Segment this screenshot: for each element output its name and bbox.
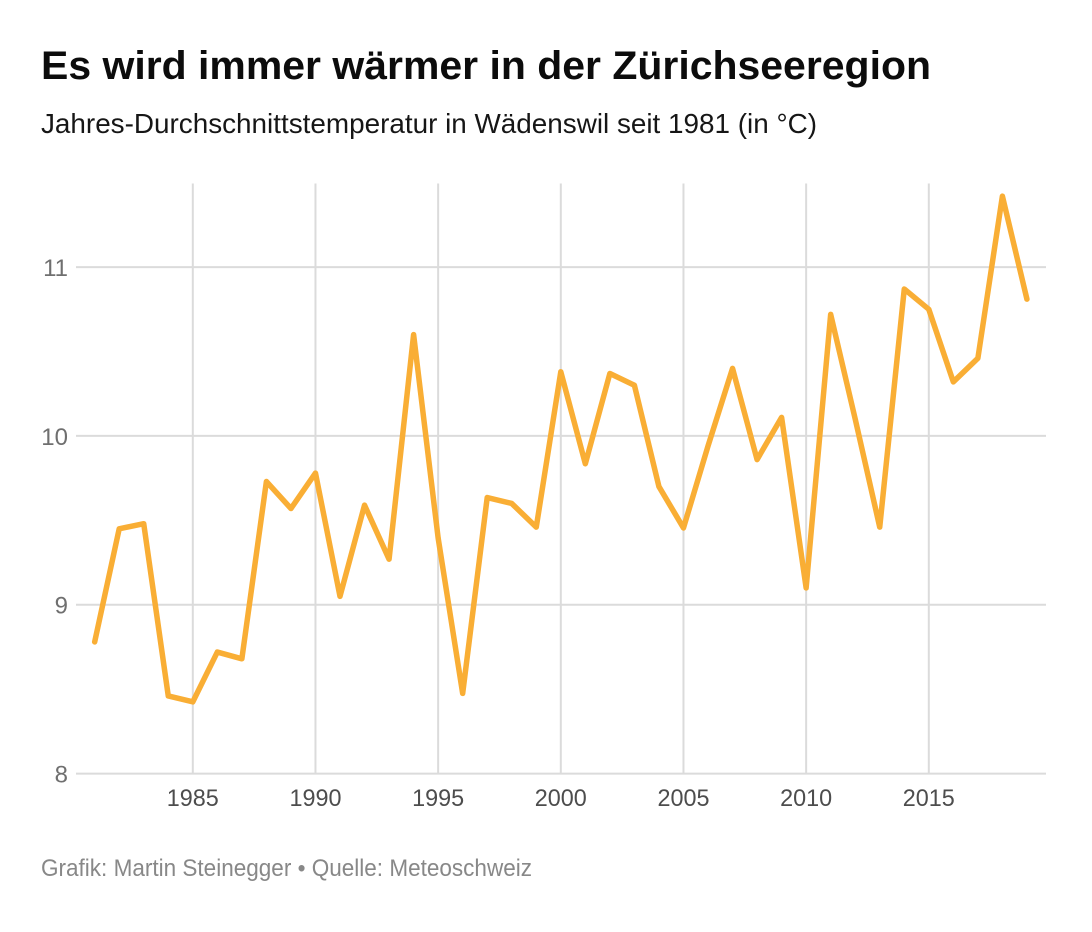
svg-text:2010: 2010 <box>780 785 832 812</box>
svg-text:2015: 2015 <box>903 785 955 812</box>
svg-text:2000: 2000 <box>535 785 587 812</box>
svg-text:11: 11 <box>43 255 68 282</box>
svg-text:2005: 2005 <box>657 785 709 812</box>
svg-text:8: 8 <box>55 761 68 788</box>
svg-text:1985: 1985 <box>167 785 219 812</box>
svg-text:Jahres-Durchschnittstemperatur: Jahres-Durchschnittstemperatur in Wädens… <box>41 108 817 139</box>
svg-text:1995: 1995 <box>412 785 464 812</box>
svg-text:1990: 1990 <box>289 785 341 812</box>
svg-text:Es wird immer wärmer in der Zü: Es wird immer wärmer in der Zürichseereg… <box>41 44 931 88</box>
svg-text:Grafik: Martin Steinegger • Qu: Grafik: Martin Steinegger • Quelle: Mete… <box>41 855 532 882</box>
svg-text:10: 10 <box>41 424 68 451</box>
svg-text:9: 9 <box>55 593 68 620</box>
